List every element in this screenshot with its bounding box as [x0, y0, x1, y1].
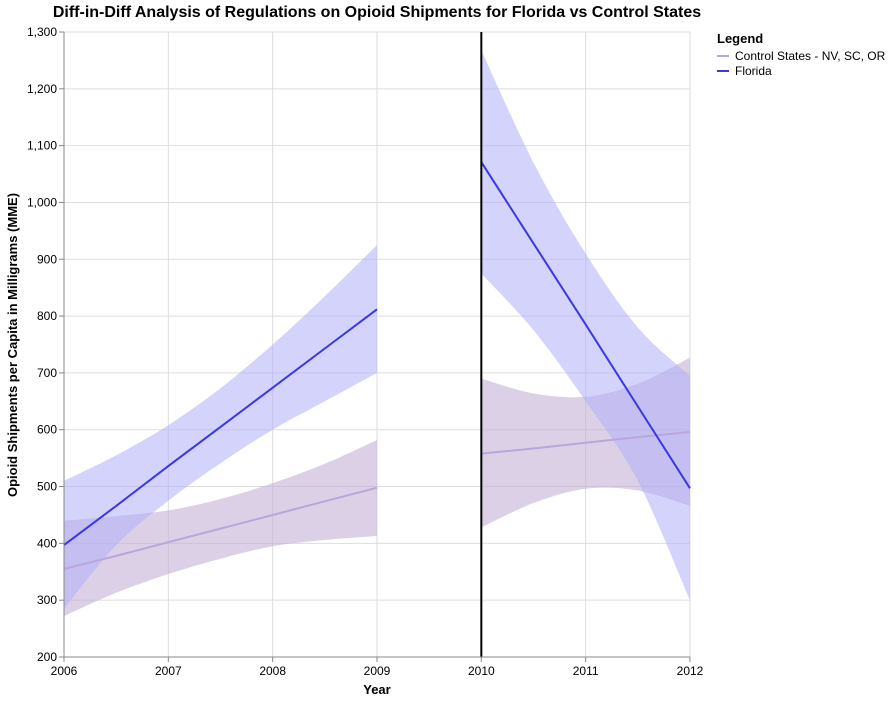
- series-line-control: [63, 486, 378, 570]
- y-tick-label: 1,100: [27, 139, 57, 153]
- x-tick-label: 2008: [259, 664, 286, 678]
- y-axis-title: Opioid Shipments per Capita in Milligram…: [5, 193, 20, 497]
- y-tick-label: 1,000: [27, 195, 57, 209]
- y-tick-label: 200: [37, 650, 57, 664]
- y-tick-label: 900: [37, 252, 57, 266]
- series-line-florida: [480, 161, 691, 489]
- x-tick-label: 2006: [51, 664, 78, 678]
- legend-entry-label: Florida: [735, 64, 772, 78]
- axes: 200 300 400 500 600 700 800 900 1,000 1,100 1,200 1…: [27, 25, 704, 678]
- x-tick-label: 2007: [155, 664, 182, 678]
- series-lines: [63, 161, 691, 570]
- x-tick-label: 2010: [468, 664, 495, 678]
- y-tick-label: 500: [37, 480, 57, 494]
- y-tick-label: 700: [37, 366, 57, 380]
- legend: Legend Control States - NV, SC, ORFlorid…: [717, 31, 886, 78]
- x-tick-label: 2012: [677, 664, 704, 678]
- x-tick-label: 2011: [573, 664, 599, 678]
- y-tick-label: 600: [37, 423, 57, 437]
- chart-title: Diff-in-Diff Analysis of Regulations on …: [53, 4, 701, 21]
- x-tick-label: 2009: [364, 664, 391, 678]
- y-tick-label: 400: [37, 536, 57, 550]
- legend-entry-label: Control States - NV, SC, OR: [735, 49, 886, 63]
- series-line-florida: [63, 308, 378, 546]
- legend-title: Legend: [717, 31, 763, 46]
- x-axis-title: Year: [363, 682, 390, 697]
- y-tick-label: 800: [37, 309, 57, 323]
- y-tick-label: 1,200: [27, 82, 57, 96]
- y-tick-label: 1,300: [27, 25, 57, 39]
- y-tick-label: 300: [37, 593, 57, 607]
